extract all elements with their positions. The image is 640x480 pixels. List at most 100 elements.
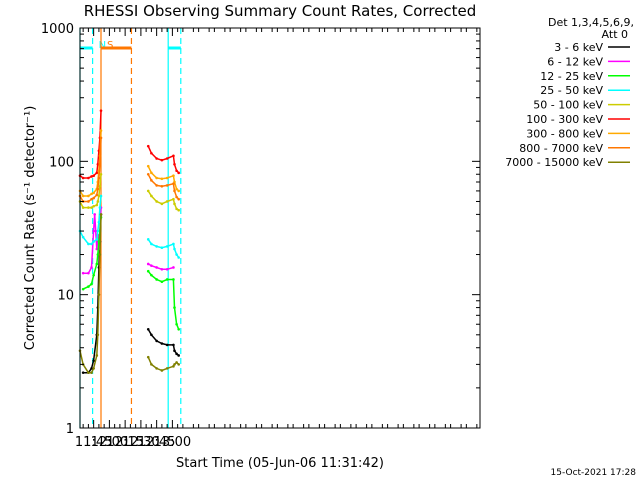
data-point-4-1-6 <box>173 202 176 206</box>
data-point-4-0-1 <box>81 206 85 209</box>
data-point-7-1-1 <box>150 179 153 182</box>
data-point-4-1-5 <box>172 197 175 201</box>
data-point-4-1-1 <box>150 194 153 198</box>
data-point-1-1-0 <box>146 262 150 266</box>
data-point-7-0-8 <box>98 163 102 166</box>
data-point-7-0-3 <box>90 197 93 201</box>
legend-label-3: 25 - 50 keV <box>540 84 603 97</box>
data-point-2-1-1 <box>150 273 153 277</box>
data-point-6-1-5 <box>172 174 175 178</box>
data-point-1-1-5 <box>172 266 175 269</box>
x-tick-label-5: 13:00 <box>154 435 191 450</box>
data-point-5-0-1 <box>81 176 85 180</box>
data-point-5-1-0 <box>146 144 150 148</box>
data-point-1-0-6 <box>95 247 99 251</box>
data-point-2-0-3 <box>92 273 95 277</box>
series-line-3-seg-0 <box>79 195 102 245</box>
data-point-4-0-7 <box>97 194 101 198</box>
data-point-4-1-4 <box>165 200 169 203</box>
series-line-5-seg-0 <box>79 110 102 179</box>
data-point-5-0-9 <box>99 109 103 112</box>
data-point-0-1-1 <box>150 333 153 337</box>
legend-label-2: 12 - 25 keV <box>540 70 603 83</box>
data-point-4-0-6 <box>96 200 100 203</box>
data-point-1-0-0 <box>81 271 85 275</box>
legend-label-6: 300 - 800 keV <box>526 127 603 140</box>
data-point-2-1-2 <box>155 278 158 281</box>
data-point-8-1-6 <box>173 363 176 366</box>
data-point-6-1-2 <box>155 176 158 180</box>
legend-header-line-2: Att 0 <box>602 28 628 41</box>
data-point-5-0-4 <box>92 174 95 178</box>
data-point-3-0-4 <box>92 240 95 243</box>
data-point-4-0-2 <box>87 206 90 209</box>
data-point-8-0-8 <box>98 253 102 256</box>
data-point-1-1-2 <box>155 266 158 269</box>
data-point-8-1-1 <box>150 363 153 366</box>
data-point-7-0-6 <box>96 187 100 191</box>
data-point-4-1-8 <box>177 208 180 212</box>
chart-title: RHESSI Observing Summary Count Rates, Co… <box>84 2 477 20</box>
data-point-4-1-7 <box>175 207 178 211</box>
data-point-3-1-5 <box>172 242 175 246</box>
x-tick-label-2: 12:15 <box>106 435 143 450</box>
data-point-7-1-0 <box>146 172 150 176</box>
data-point-3-0-6 <box>96 229 100 233</box>
data-point-7-0-9 <box>99 136 103 140</box>
data-point-7-0-4 <box>92 196 95 200</box>
data-point-6-0-3 <box>90 192 93 196</box>
x-tick-label-3: 12:30 <box>122 435 159 450</box>
data-point-2-1-5 <box>172 278 175 281</box>
data-point-7-1-4 <box>165 184 169 187</box>
data-point-4-0-4 <box>92 204 95 208</box>
data-point-0-1-4 <box>165 343 169 347</box>
data-point-3-0-3 <box>90 242 93 246</box>
series-line-4-seg-0 <box>79 174 102 209</box>
annotation-label-n: N <box>99 40 106 51</box>
data-point-3-0-7 <box>97 220 101 224</box>
legend-label-4: 50 - 100 keV <box>533 99 603 112</box>
legend-label-0: 3 - 6 keV <box>554 41 603 54</box>
data-point-5-1-3 <box>160 158 164 162</box>
data-point-2-0-1 <box>87 285 90 288</box>
data-point-7-0-7 <box>97 176 101 180</box>
data-point-3-1-7 <box>175 253 178 256</box>
data-point-3-1-8 <box>177 256 180 259</box>
data-point-8-0-7 <box>97 293 101 296</box>
y-tick-label-2: 100 <box>49 155 74 170</box>
x-tick-label-4: 12:45 <box>138 435 175 450</box>
data-point-5-1-2 <box>155 157 158 160</box>
data-point-7-1-6 <box>173 189 176 193</box>
data-point-6-1-7 <box>175 187 178 191</box>
data-point-1-0-3 <box>92 229 95 233</box>
y-tick-label-1: 10 <box>57 289 74 304</box>
data-point-0-1-6 <box>173 349 176 352</box>
data-point-4-0-8 <box>98 184 102 188</box>
data-point-2-1-6 <box>173 306 176 309</box>
data-point-8-0-4 <box>92 367 95 370</box>
data-point-5-1-1 <box>150 151 153 155</box>
data-point-1-0-1 <box>87 271 90 275</box>
plot-area: N S 1 10 100 1000 11:4512:0012:1512:3012:4513:… <box>41 22 480 450</box>
data-point-3-1-4 <box>165 245 169 248</box>
data-point-7-1-3 <box>160 184 164 188</box>
data-point-8-1-4 <box>165 367 169 370</box>
data-point-8-1-8 <box>177 363 180 366</box>
data-point-6-0-4 <box>92 191 95 195</box>
data-point-7-1-5 <box>172 182 175 185</box>
data-point-5-1-8 <box>177 171 180 175</box>
data-point-8-1-7 <box>175 361 178 364</box>
annotation-label-s: S <box>107 40 113 51</box>
legend-label-7: 800 - 7000 keV <box>519 142 603 155</box>
data-point-8-1-5 <box>172 365 175 368</box>
legend-label-8: 7000 - 15000 keV <box>505 156 603 169</box>
data-point-4-1-0 <box>146 189 150 193</box>
data-point-8-0-6 <box>96 333 100 337</box>
data-point-2-0-0 <box>81 287 85 291</box>
data-point-2-0-5 <box>96 253 100 256</box>
data-point-3-0-5 <box>95 238 99 241</box>
data-point-1-1-3 <box>160 267 164 271</box>
data-point-5-0-3 <box>90 175 93 178</box>
series-line-7-seg-0 <box>79 137 102 203</box>
